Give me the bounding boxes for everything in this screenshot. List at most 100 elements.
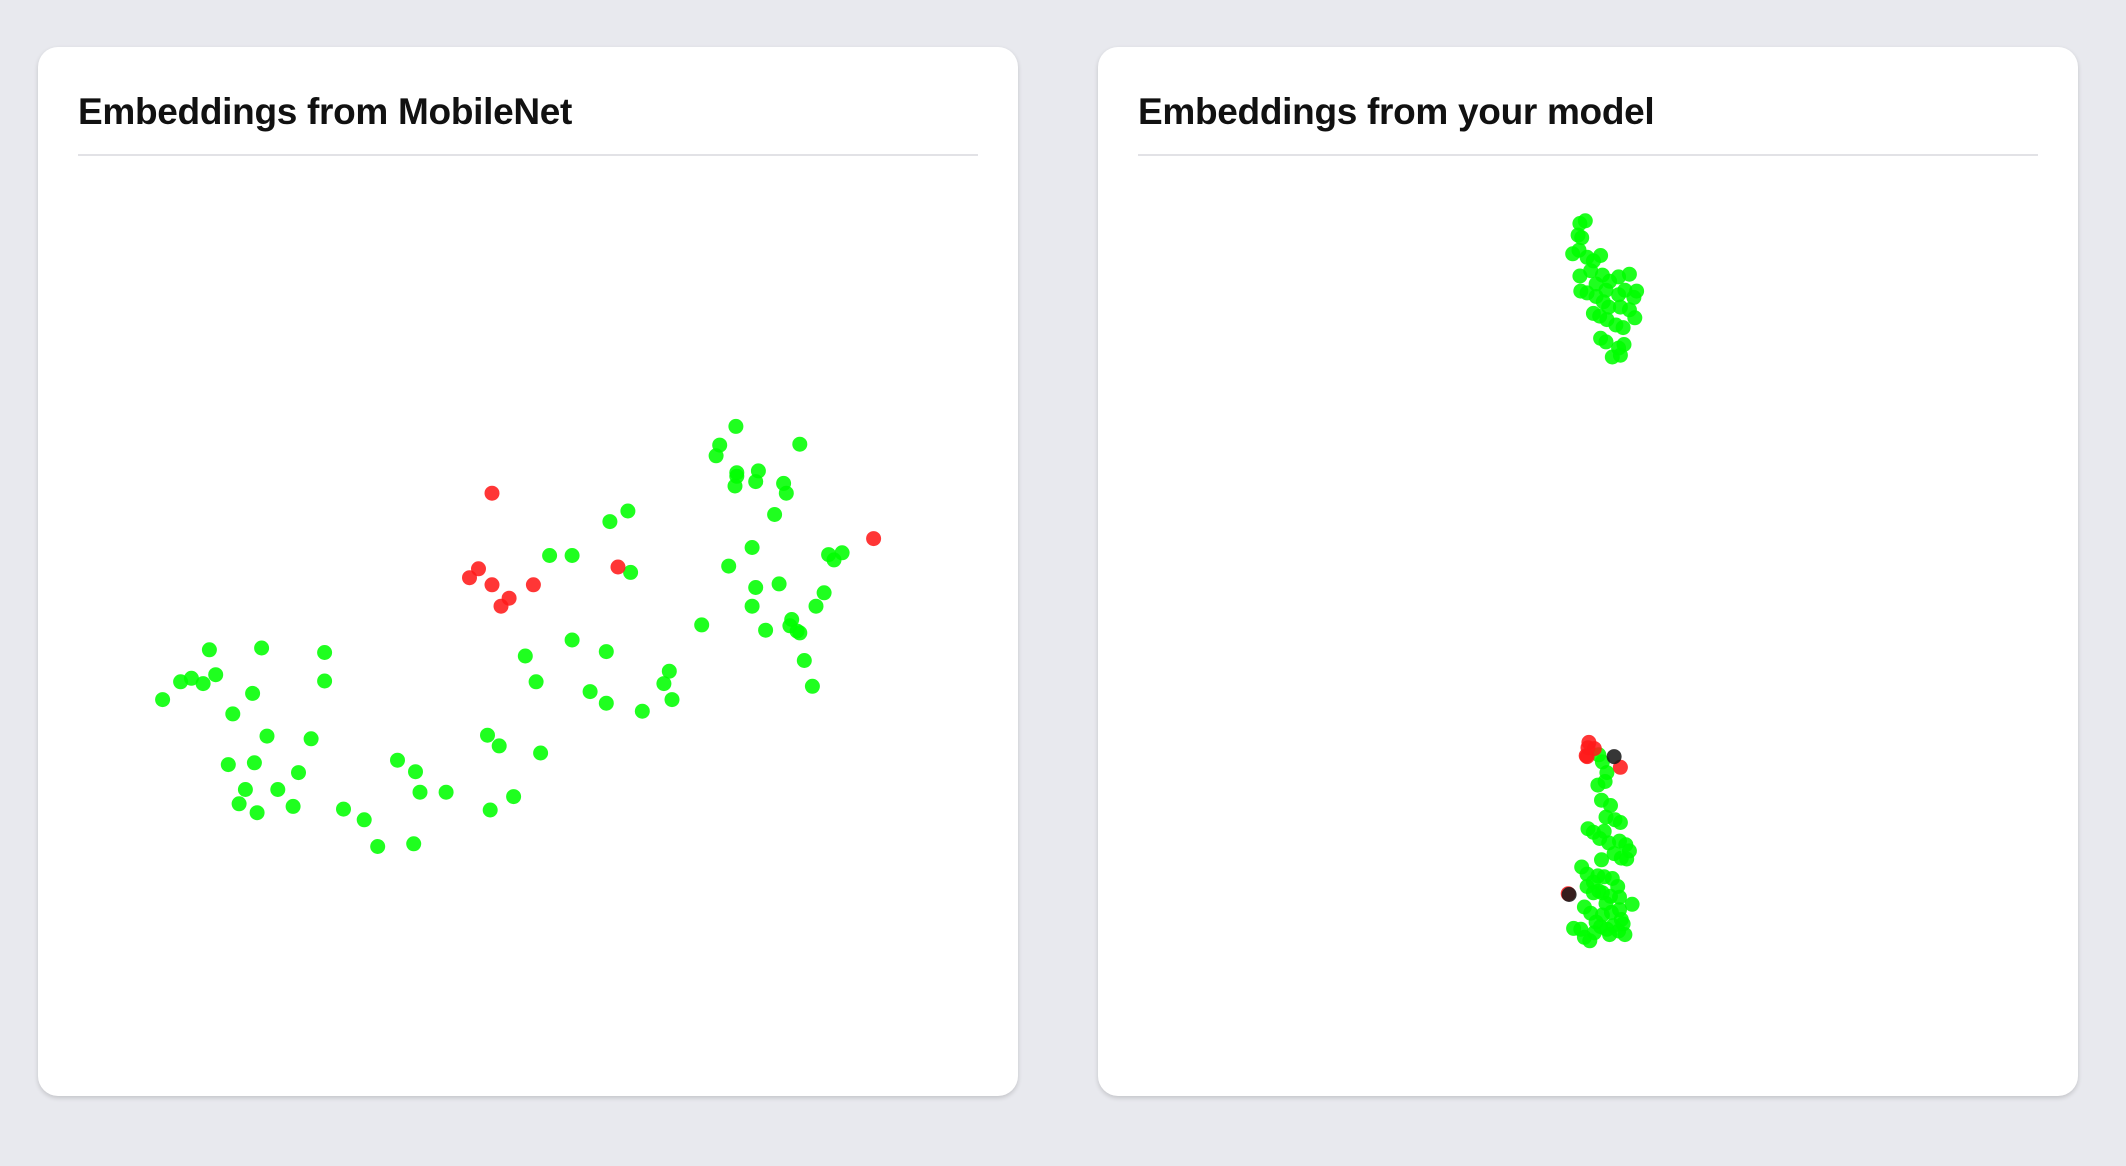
scatter-point <box>533 745 549 761</box>
scatter-point <box>1626 289 1642 305</box>
scatter-point <box>303 731 319 747</box>
scatter-point <box>1582 933 1598 949</box>
scatter-point <box>778 485 794 501</box>
scatter-point <box>656 676 672 692</box>
scatter-point <box>506 789 522 805</box>
scatter-point <box>758 622 774 638</box>
scatter-point <box>771 576 787 592</box>
scatter-point <box>661 663 677 679</box>
scatter-point <box>525 577 541 593</box>
scatter-point <box>462 570 477 586</box>
scatter-point <box>610 559 626 575</box>
scatter-point <box>480 727 495 743</box>
scatter-point <box>564 632 580 648</box>
scatter-point <box>336 801 351 817</box>
scatter-point <box>245 685 261 701</box>
scatter-point <box>259 728 275 744</box>
scatter-plot-mobilenet <box>155 418 882 854</box>
scatter-point <box>412 784 428 800</box>
scatter-point <box>183 670 199 686</box>
scatter-point <box>438 784 454 800</box>
scatter-point <box>1574 230 1590 246</box>
scatter-point <box>291 765 306 781</box>
scatter-point <box>1612 815 1628 830</box>
scatter-point <box>804 678 820 694</box>
scatter-point <box>664 692 680 708</box>
scatter-point <box>285 798 301 814</box>
scatter-point <box>582 684 598 700</box>
scatter-point <box>796 653 812 668</box>
scatter-point <box>1566 920 1582 936</box>
scatter-point <box>1598 334 1614 350</box>
scatter-point <box>208 667 224 683</box>
scatter-point <box>390 752 405 768</box>
scatter-point <box>834 545 850 561</box>
scatter-point <box>808 598 824 614</box>
scatter-point <box>1627 310 1643 326</box>
scatter-point <box>406 836 422 852</box>
scatter-point <box>356 812 372 828</box>
scatter-point <box>1617 927 1633 943</box>
scatter-point <box>721 558 737 574</box>
scatter-point <box>225 706 241 722</box>
scatter-point <box>1612 889 1627 905</box>
scatter-point <box>750 463 766 479</box>
chart-title: Embeddings from MobileNet <box>78 91 573 132</box>
scatter-point <box>564 548 580 563</box>
scatter-point <box>816 585 832 601</box>
scatter-point <box>1606 749 1622 765</box>
scatter-point <box>237 782 253 797</box>
scatter-point <box>317 645 333 660</box>
scatter-point <box>727 478 743 494</box>
scatter-point <box>598 644 614 660</box>
scatter-point <box>195 676 211 692</box>
scatter-point <box>623 564 639 580</box>
scatter-point <box>1624 896 1640 912</box>
scatter-point <box>1577 213 1593 229</box>
scatter-point <box>1572 268 1588 284</box>
scatter-point <box>155 692 171 708</box>
chart-title: Embeddings from your model <box>1138 91 1655 132</box>
scatter-point <box>744 598 760 614</box>
scatter-plot-your-model <box>1560 213 1645 949</box>
scatter-point <box>482 802 498 818</box>
scatter-point <box>1603 798 1618 813</box>
scatter-point <box>491 738 507 754</box>
scatter-point <box>1590 777 1606 793</box>
scatter-point <box>370 839 386 854</box>
scatter-point <box>744 540 760 555</box>
scatter-point <box>767 507 783 522</box>
scatter-point <box>598 695 614 711</box>
scatter-point <box>729 465 745 481</box>
scatter-point <box>317 673 333 689</box>
scatter-point <box>1619 851 1635 867</box>
scatter-point <box>866 531 882 547</box>
scatter-point <box>792 436 808 452</box>
scatter-point <box>712 437 728 453</box>
scatter-point <box>1561 887 1577 902</box>
title-divider <box>1138 154 2038 156</box>
scatter-point <box>602 514 618 530</box>
scatter-point <box>1593 248 1609 263</box>
chart-card-your-model: Embeddings from your model <box>1098 47 2078 1096</box>
title-divider <box>78 154 978 156</box>
scatter-point <box>1621 266 1637 282</box>
scatter-point <box>728 418 744 434</box>
scatter-point <box>1579 749 1595 765</box>
scatter-point <box>1615 320 1631 336</box>
scatter-point <box>528 674 544 690</box>
chart-card-mobilenet: Embeddings from MobileNet <box>38 47 1018 1096</box>
scatter-point <box>694 617 710 633</box>
scatter-point <box>634 703 650 719</box>
scatter-point <box>231 796 247 812</box>
scatter-point <box>517 648 533 664</box>
scatter-point <box>620 503 636 519</box>
scatter-point <box>254 640 270 656</box>
scatter-point <box>1594 852 1609 868</box>
scatter-point <box>821 547 837 563</box>
scatter-point <box>201 642 217 658</box>
scatter-point <box>246 755 262 771</box>
scatter-point <box>501 590 517 606</box>
scatter-point <box>542 548 558 563</box>
scatter-point <box>1604 349 1620 365</box>
